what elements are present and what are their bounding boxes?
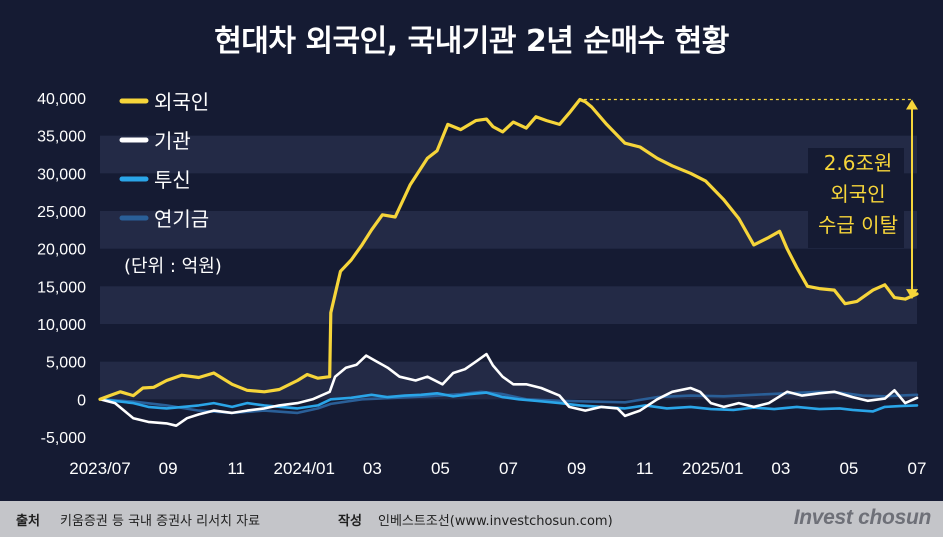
- x-tick-label: 11: [636, 459, 654, 478]
- x-tick-label: 09: [159, 459, 178, 478]
- x-tick-label: 05: [839, 459, 858, 478]
- x-tick-label: 07: [499, 459, 518, 478]
- background-bands: [100, 135, 917, 400]
- x-tick-label: 07: [908, 459, 927, 478]
- series-line-4: [98, 390, 919, 415]
- x-tick-label: 2023/07: [69, 459, 130, 478]
- y-tick-label: -5,000: [41, 430, 86, 447]
- x-tick-label: 2025/01: [682, 459, 743, 478]
- y-tick-label: 40,000: [37, 91, 86, 108]
- annotation-backdrop: [808, 148, 904, 248]
- grid-band: [100, 286, 917, 324]
- annotation-text: 수급 이탈: [818, 213, 898, 237]
- series-line-2: [98, 352, 919, 428]
- chart-title: 현대차 외국인, 국내기관 2년 순매수 현황: [214, 24, 729, 59]
- x-tick-label: 03: [771, 459, 790, 478]
- series-lines: [98, 97, 919, 428]
- x-tick-label: 11: [227, 459, 245, 478]
- x-tick-label: 05: [431, 459, 450, 478]
- line-chart: -5,000 0 5,000 10,000 15,000 20,000 25,000 30,0…: [37, 90, 926, 478]
- x-tick-label: 09: [567, 459, 586, 478]
- unit-note: (단위 : 억원): [124, 256, 222, 277]
- arrow-head-up: [906, 99, 918, 110]
- x-tick-label: 2024/01: [274, 459, 335, 478]
- y-tick-label: 10,000: [37, 317, 86, 334]
- footer: 출처 키움증권 등 국내 증권사 리서치 자료 작성 인베스트조선(www.in…: [0, 501, 943, 537]
- y-tick-label: 15,000: [37, 279, 86, 296]
- author-label: 작성: [338, 514, 362, 529]
- brand-logo: Invest chosun: [793, 506, 932, 529]
- grid-band: [100, 135, 917, 174]
- y-tick-label: 0: [77, 392, 86, 409]
- source-label: 출처: [16, 514, 40, 529]
- y-axis: -5,000 0 5,000 10,000 15,000 20,000 25,000 30,0…: [37, 91, 86, 447]
- y-tick-label: 5,000: [46, 355, 86, 372]
- x-axis: 2023/07 09 11 2024/01 03 05 07 09 11 2025/01 03 05 0…: [69, 459, 926, 478]
- arrow-head-down: [906, 289, 918, 300]
- y-tick-label: 30,000: [37, 166, 86, 183]
- annotation-text: 외국인: [830, 182, 885, 206]
- annotation-text: 2.6조원: [824, 151, 893, 175]
- series-line-3: [98, 391, 919, 413]
- legend-label: 외국인: [154, 90, 209, 114]
- grid-band: [100, 211, 917, 249]
- author-text: 인베스트조선(www.investchosun.com): [378, 514, 613, 529]
- y-tick-label: 35,000: [37, 129, 86, 146]
- source-text: 키움증권 등 국내 증권사 리서치 자료: [60, 514, 261, 529]
- y-tick-label: 25,000: [37, 204, 86, 221]
- legend-label: 투신: [154, 168, 191, 192]
- legend-label: 기관: [154, 129, 191, 153]
- legend-label: 연기금: [154, 207, 209, 231]
- x-tick-label: 03: [363, 459, 382, 478]
- y-tick-label: 20,000: [37, 242, 86, 259]
- series-line-1: [98, 97, 919, 401]
